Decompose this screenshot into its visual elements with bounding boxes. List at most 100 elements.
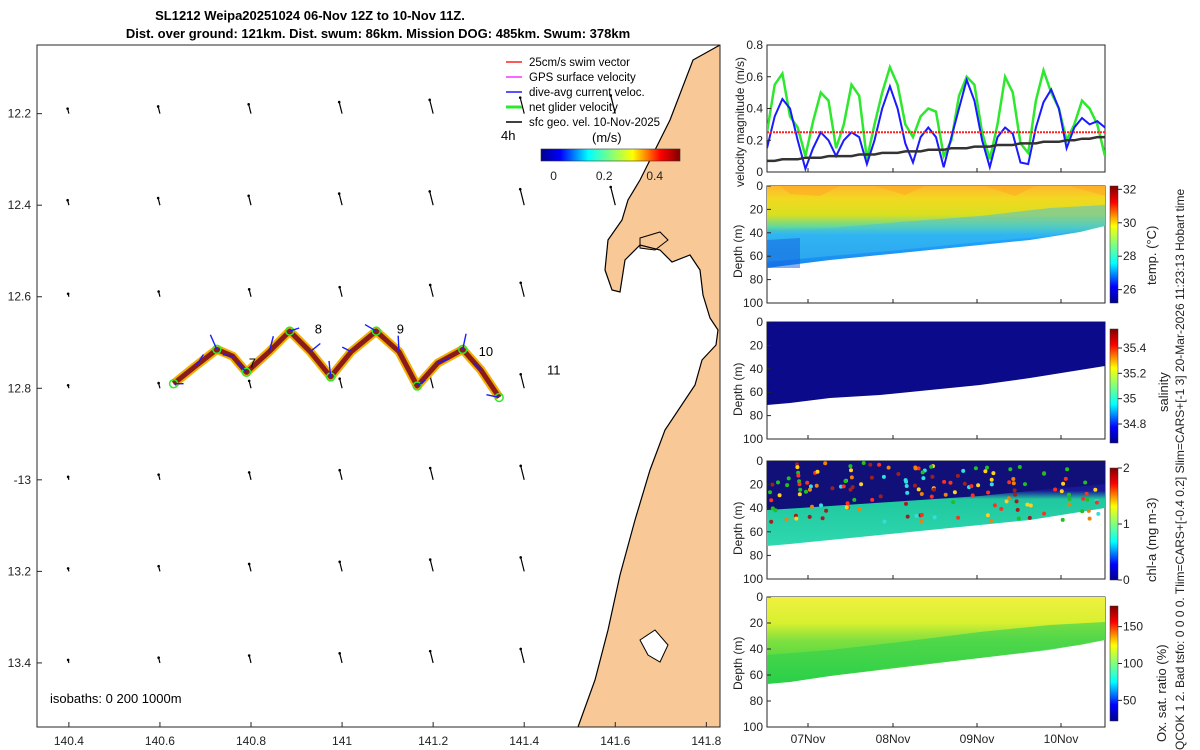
chl-dot — [820, 516, 825, 521]
chl-dot — [1042, 511, 1047, 516]
chl-dot — [1017, 465, 1022, 469]
chl-dot — [815, 469, 820, 474]
chl-dot — [786, 476, 791, 481]
map-colorbar-tick: 0 — [550, 169, 557, 183]
legend-label: dive-avg current veloc. — [529, 87, 645, 99]
depth-tick-label: 100 — [743, 432, 763, 446]
ox-colorbar — [1109, 605, 1119, 722]
geo-vector-head — [157, 564, 160, 568]
dive-vector — [462, 333, 467, 350]
colorbar-tick-label: 1 — [1123, 517, 1130, 531]
depth-tick-label: 20 — [750, 616, 764, 630]
map-colorbar-ticks: 0 0.2 0.4 — [550, 169, 663, 183]
legend: 25cm/s swim vector GPS surface velocity di… — [506, 57, 660, 129]
geo-vector-head — [247, 379, 251, 383]
chl-dot — [1053, 487, 1058, 492]
chl-dot — [962, 481, 967, 486]
chl-dot — [1080, 509, 1085, 514]
chl-dot — [773, 508, 778, 513]
salinity-field — [767, 322, 1105, 405]
chl-dot — [857, 507, 862, 511]
depth-tick-label: 60 — [750, 249, 764, 263]
chl-dot — [886, 465, 891, 470]
depth-tick-label: 0 — [756, 590, 763, 604]
chl-dot — [805, 480, 810, 485]
depth-tick-label: 100 — [743, 572, 763, 586]
chl-dot — [770, 482, 775, 487]
geo-vector-head — [428, 190, 431, 193]
chl-dot — [904, 479, 909, 484]
depth-tick-label: 20 — [750, 478, 764, 492]
geo-vector-head — [519, 281, 523, 285]
velocity-y-ticks: 0 0.2 0.4 0.6 0.8 — [746, 38, 771, 179]
dive-vector — [309, 342, 321, 353]
geo-vector-head — [157, 381, 160, 385]
chl-dot — [973, 466, 978, 471]
salinity-panel: Depth (m) salinity — [731, 321, 1171, 444]
geo-vector-head — [428, 98, 431, 102]
chl-dot — [769, 498, 774, 503]
chl-dot — [859, 482, 864, 487]
oxygen-panel: Depth (m) Ox. sat. ratio (%) — [731, 596, 1169, 742]
geo-vector-head — [247, 654, 251, 657]
geo-vector — [429, 99, 434, 114]
chl-dot — [850, 485, 855, 490]
map-x-ticks: 140.4 140.6 140.8 141 141.2 141.4 141.6 141.8 — [54, 722, 722, 748]
geo-vector-head — [338, 560, 341, 564]
geo-vector — [248, 104, 252, 114]
depth-tick-label: 20 — [750, 202, 764, 216]
geo-vector — [429, 467, 434, 480]
temperature-thermocline — [767, 205, 1105, 262]
chl-dot — [1063, 476, 1068, 481]
chl-dot — [1067, 502, 1071, 507]
chl-dot — [819, 503, 823, 508]
chl-dot — [920, 470, 925, 475]
geo-vector — [429, 650, 434, 664]
map-y-tick-label: -13 — [14, 473, 32, 487]
geo-vector-head — [66, 475, 70, 479]
depth-tick-label: 40 — [750, 642, 764, 656]
chl-dot — [913, 483, 917, 488]
velocity-series — [767, 76, 1105, 172]
dive-vector — [437, 357, 451, 364]
chl-dot — [795, 465, 800, 470]
temperature-deep — [767, 238, 800, 268]
map-y-tick-label: 13.2 — [8, 564, 32, 578]
coastline — [577, 45, 720, 727]
dive-vector — [341, 346, 352, 353]
depth-tick-label: 40 — [750, 362, 764, 376]
geo-vector-head — [247, 562, 251, 566]
map-x-tick-label: 141.8 — [691, 734, 721, 748]
colorbar-tick-label: 35 — [1123, 392, 1137, 406]
chl-dot — [1013, 492, 1018, 497]
map-x-tick-label: 141 — [332, 734, 352, 748]
chl-dot — [1004, 499, 1009, 504]
chl-dot — [823, 461, 828, 466]
chl-dot — [989, 482, 994, 487]
geo-vector-head — [428, 649, 432, 653]
map-x-tick-label: 140.6 — [145, 734, 175, 748]
chl-dot — [985, 513, 990, 518]
chl-dot — [1008, 467, 1013, 472]
velocity-tick-label: 0.8 — [746, 38, 763, 52]
map-x-tick-label: 141.6 — [600, 734, 630, 748]
velocity-tick-label: 0 — [756, 165, 763, 179]
chl-dot — [1081, 496, 1086, 501]
map-panel: 140.4 140.6 140.8 141 141.2 141.4 141.6 141.8 1… — [8, 44, 722, 748]
day-labels: 7 8 9 10 11 — [249, 321, 561, 377]
chl-dot — [797, 482, 802, 487]
geo-vector — [338, 193, 343, 206]
title-line-2: Dist. over ground: 121km. Dist. swum: 86… — [126, 26, 630, 41]
depth-tick-label: 80 — [750, 273, 764, 287]
chl-dot — [798, 487, 803, 492]
chl-dot — [1023, 482, 1027, 487]
chl-dot — [932, 487, 936, 492]
chl-dot — [970, 493, 975, 498]
time-ticks: 07Nov 08Nov 09Nov 10Nov — [791, 168, 1078, 746]
legend-label: sfc geo. vel. 10-Nov-2025 — [529, 117, 660, 129]
time-tick-label: 09Nov — [960, 732, 995, 746]
isobath-label: isobaths: 0 200 1000m — [50, 691, 182, 706]
geo-vector-head — [157, 656, 160, 660]
chl-dot — [849, 468, 853, 473]
legend-label: GPS surface velocity — [529, 72, 636, 84]
